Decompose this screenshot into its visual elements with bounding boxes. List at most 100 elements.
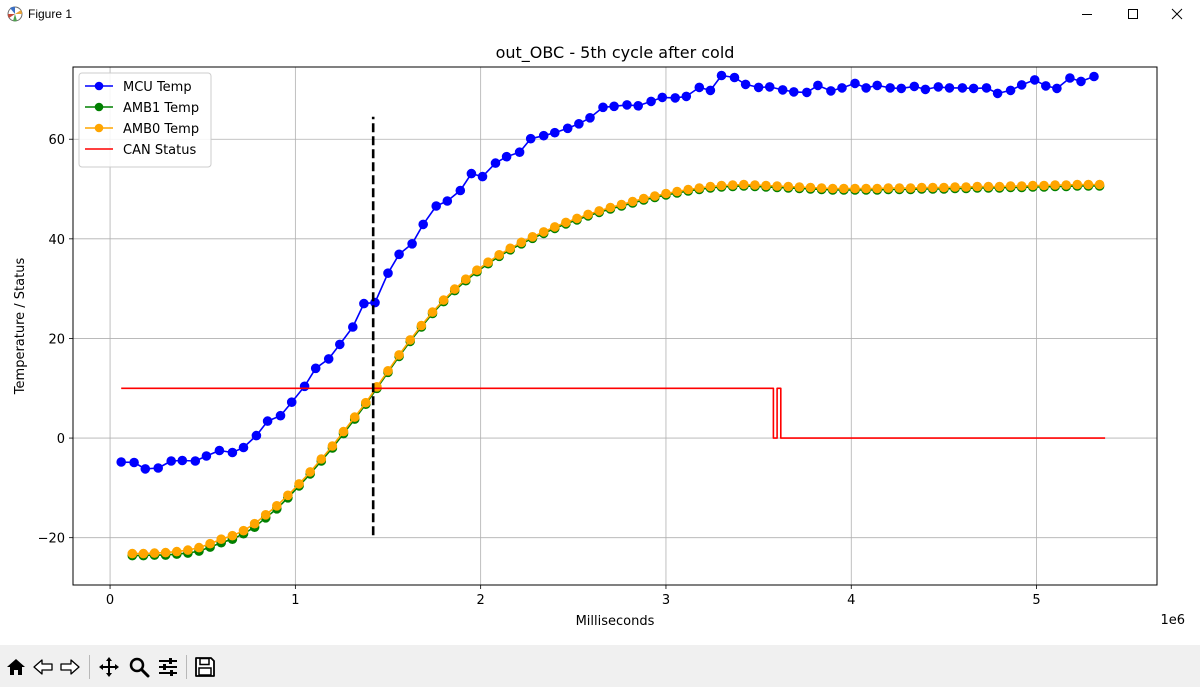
amb0-temp-point [160,547,171,558]
y-tick-label: −20 [38,532,65,547]
amb0-temp-point [338,426,349,437]
mcu-temp-point [525,133,536,144]
amb0-temp-point [861,183,871,194]
x-tick-label: 1 [291,593,299,608]
amb1-temp-line [132,185,1100,557]
amb0-temp-point [594,206,605,216]
amb0-temp-point [816,183,827,193]
amb0-temp-point [872,183,883,194]
maximize-button[interactable] [1110,0,1156,28]
back-icon [33,659,53,675]
mcu-temp-point [933,82,944,92]
amb0-temp-point [472,265,482,275]
window-title: Figure 1 [28,7,73,21]
legend-amb0-temp-label: AMB0 Temp [123,122,199,137]
amb0-temp-point [1094,179,1105,190]
close-icon [1171,8,1183,20]
matplotlib-logo-icon [6,5,24,23]
legend-mcu-temp-label: MCU Temp [123,80,192,95]
mcu-temp-point [418,219,429,230]
mcu-temp-point [896,83,907,94]
amb0-temp-point [883,183,894,193]
mcu-temp-point [802,87,812,98]
save-button[interactable] [192,654,218,680]
mcu-temp-point [1029,75,1040,85]
legend-mcu-temp-marker [94,81,104,91]
mcu-temp-point [813,80,823,91]
amb0-temp-point [260,510,271,520]
amb0-temp-point [405,335,416,345]
mcu-temp-point [1005,85,1016,96]
amb0-temp-point [316,454,327,464]
close-button[interactable] [1154,0,1200,28]
x-axis-offset-text: 1e6 [1160,613,1185,628]
amb0-temp-point [449,284,460,294]
save-icon [195,657,215,677]
navigation-toolbar [0,645,1200,687]
mcu-temp-point [670,93,681,103]
mcu-temp-point [622,100,632,110]
mcu-temp-point [140,464,151,474]
mcu-temp-point [177,455,188,466]
mcu-temp-point [262,416,273,426]
amb0-temp-point [505,243,516,254]
amb0-temp-point [739,179,749,190]
amb0-temp-point [950,182,960,192]
back-button[interactable] [30,654,56,680]
amb0-temp-point [205,538,215,549]
maximize-icon [1128,9,1138,19]
amb0-temp-point [850,183,860,194]
amb0-temp-point [283,490,293,501]
x-tick-label: 0 [106,593,114,608]
mcu-temp-point [850,78,860,89]
mcu-temp-point [789,87,799,97]
x-tick-label: 2 [477,593,485,608]
amb0-temp-point [705,181,716,192]
mcu-temp-point [681,91,692,102]
amb0-temp-point [1061,180,1071,190]
forward-icon [60,659,80,675]
amb0-temp-point [661,188,671,199]
zoom-button[interactable] [126,654,152,680]
amb0-temp-point [483,257,493,267]
amb0-temp-point [727,180,738,190]
home-button[interactable] [3,654,29,680]
amb0-temp-point [605,202,616,213]
minimize-button[interactable] [1064,0,1110,28]
mcu-temp-point [753,82,764,93]
mcu-temp-point [153,463,163,473]
amb0-temp-point [805,182,816,193]
minimize-icon [1082,14,1092,15]
mcu-temp-point [1016,80,1027,90]
amb0-temp-point [894,183,905,193]
tick-layer: 0 1 2 3 4 5 −20 0 20 40 60 [38,133,1041,608]
mcu-temp-point [837,83,847,93]
mcu-temp-point [729,72,740,83]
mcu-temp-point [383,268,393,278]
mcu-temp-point [286,397,297,408]
amb0-temp-point [294,479,304,489]
mcu-temp-point [501,151,512,162]
configure-subplots-icon [159,658,177,676]
mcu-temp-point [885,83,896,93]
y-axis-label: Temperature / Status [13,258,28,396]
amb0-temp-point [1072,179,1083,190]
amb0-temp-point [550,222,560,232]
mcu-temp-point [740,79,751,90]
mcu-temp-point [909,81,920,92]
x-tick-label: 5 [1032,593,1040,608]
title-bar: Figure 1 [0,0,1200,28]
mcu-temp-point [694,82,705,93]
amb0-temp-point [972,181,983,192]
amb0-temp-point [238,525,249,536]
configure-subplots-button[interactable] [155,654,181,680]
amb0-temp-point [939,182,949,193]
forward-button[interactable] [57,654,83,680]
y-tick-label: 20 [48,332,65,347]
amb0-temp-point [461,274,471,284]
amb0-temp-point [783,181,794,192]
mcu-temp-point [455,185,466,196]
amb0-temp-point [227,530,238,541]
figure-canvas[interactable]: 0 1 2 3 4 5 −20 0 20 40 60 out_OBC - 5th cycle aft… [0,28,1200,645]
pan-button[interactable] [96,654,122,680]
